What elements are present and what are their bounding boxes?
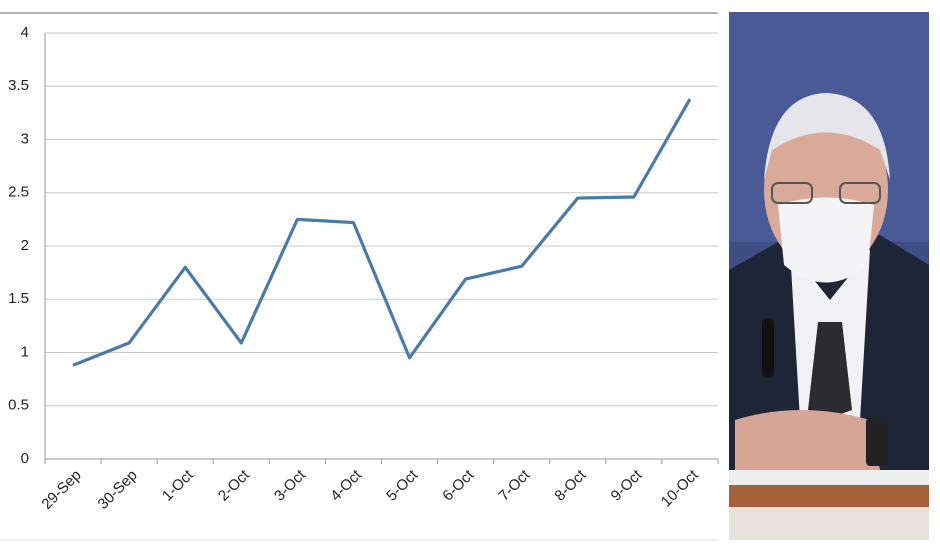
x-tick-label: 5-Oct	[383, 466, 422, 505]
x-tick-label: 3-Oct	[271, 466, 310, 505]
y-tick-label: 4	[21, 24, 29, 41]
x-tick-label: 7-Oct	[495, 466, 534, 505]
x-tick-label: 6-Oct	[439, 466, 478, 505]
y-tick-label: 1.5	[8, 290, 29, 307]
y-tick-label: 0.5	[8, 397, 29, 414]
y-tick-label: 0	[21, 450, 29, 467]
x-tick-label: 9-Oct	[608, 466, 647, 505]
y-tick-label: 2.5	[8, 184, 29, 201]
x-tick-label: 10-Oct	[658, 466, 702, 510]
y-tick-label: 1	[21, 343, 29, 360]
x-tick-label: 2-Oct	[215, 466, 254, 505]
x-tick-label: 4-Oct	[327, 466, 366, 505]
x-tick-label: 30-Sep	[95, 467, 141, 513]
x-tick-label: 29-Sep	[38, 467, 84, 513]
y-tick-label: 3	[21, 130, 29, 147]
x-tick-label: 1-Oct	[159, 466, 198, 505]
photo	[729, 12, 929, 540]
y-tick-label: 2	[21, 237, 29, 254]
y-tick-label: 3.5	[8, 77, 29, 94]
x-tick-label: 8-Oct	[551, 466, 590, 505]
data-line	[72, 98, 692, 367]
